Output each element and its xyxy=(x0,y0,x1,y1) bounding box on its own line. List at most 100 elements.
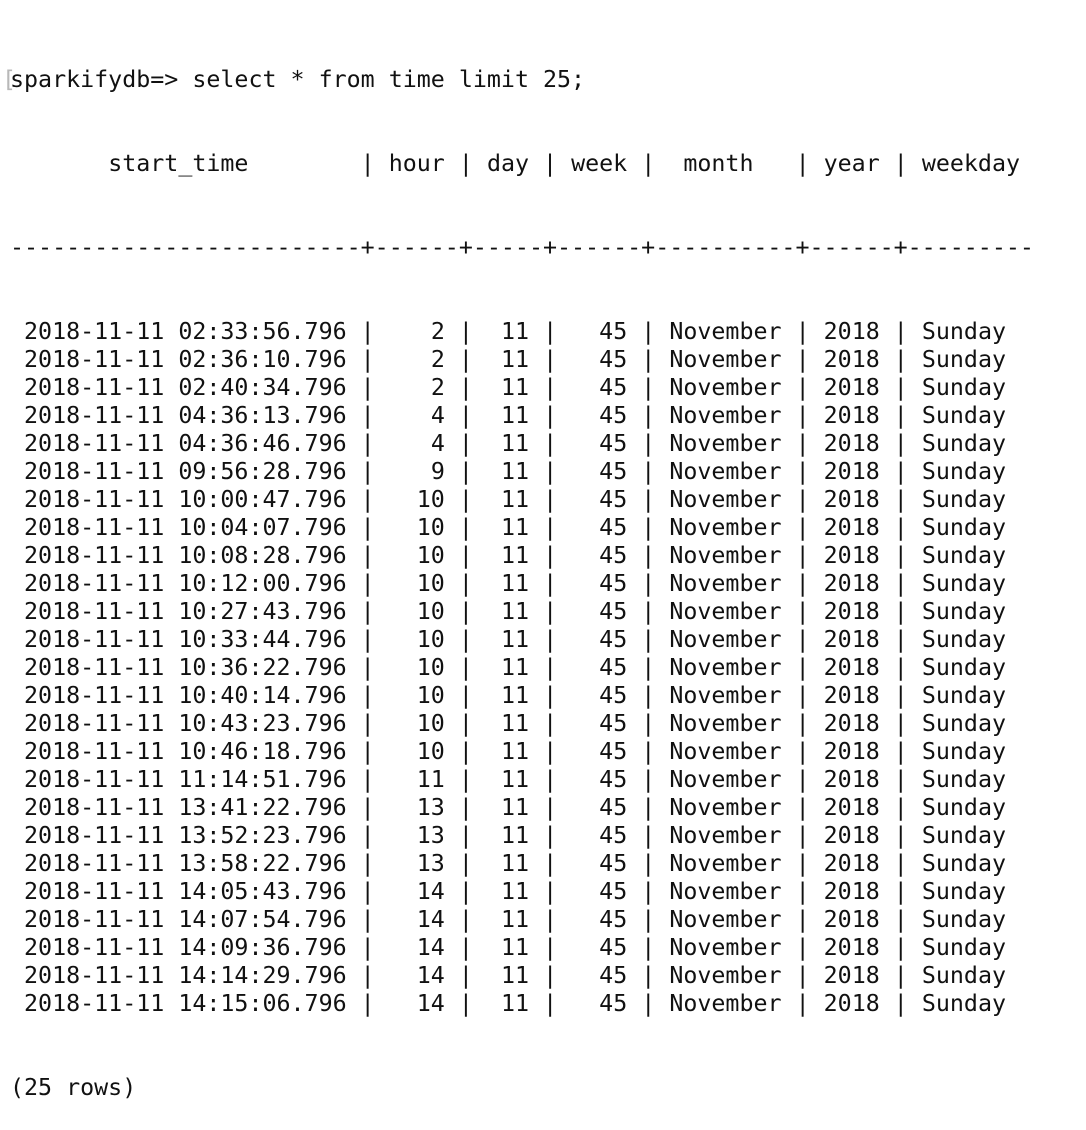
cell-padding xyxy=(375,962,417,989)
cell-year: 2018 xyxy=(823,738,880,765)
column-separator: | xyxy=(641,962,656,989)
cell-padding xyxy=(1006,654,1034,681)
column-separator: | xyxy=(360,710,375,737)
cell-padding xyxy=(557,710,599,737)
cell-padding xyxy=(908,682,922,709)
table-row: 2018-11-11 14:05:43.796 | 14 | 11 | 45 |… xyxy=(10,878,1086,906)
column-separator: | xyxy=(641,402,656,429)
cell-padding xyxy=(557,766,599,793)
cell-padding xyxy=(908,766,922,793)
cell-start-time: 2018-11-11 10:46:18.796 xyxy=(24,738,347,765)
cell-start-time: 2018-11-11 10:33:44.796 xyxy=(24,626,347,653)
column-separator: | xyxy=(543,402,558,429)
cell-padding xyxy=(655,794,669,821)
cell-week: 45 xyxy=(599,738,628,765)
column-separator: | xyxy=(458,402,473,429)
cell-padding xyxy=(908,654,922,681)
cell-padding xyxy=(1006,962,1034,989)
cell-padding xyxy=(375,542,417,569)
cell-month: November xyxy=(669,626,782,653)
cell-padding xyxy=(473,710,501,737)
cell-padding xyxy=(655,402,669,429)
cell-week: 45 xyxy=(599,794,628,821)
column-separator: | xyxy=(458,906,473,933)
cell-day: 11 xyxy=(500,682,530,709)
column-separator: | xyxy=(893,738,908,765)
cell-padding xyxy=(375,430,431,457)
cell-padding xyxy=(375,822,417,849)
cell-padding xyxy=(655,374,669,401)
column-separator: | xyxy=(360,906,375,933)
cell-padding xyxy=(557,486,599,513)
cell-week: 45 xyxy=(599,458,628,485)
cell-padding xyxy=(445,962,459,989)
column-separator: | xyxy=(893,990,908,1017)
column-separator: | xyxy=(795,766,810,793)
cell-padding xyxy=(375,710,417,737)
column-separator: | xyxy=(641,626,656,653)
column-separator: | xyxy=(795,682,810,709)
cell-padding xyxy=(627,150,641,177)
cell-padding xyxy=(473,934,501,961)
psql-prompt: sparkifydb=> xyxy=(10,66,179,93)
column-separator: | xyxy=(543,710,558,737)
cell-padding xyxy=(655,514,669,541)
cell-padding xyxy=(347,990,361,1017)
cell-padding xyxy=(445,934,459,961)
column-separator: | xyxy=(641,766,656,793)
cell-padding xyxy=(627,850,641,877)
table-row: 2018-11-11 10:40:14.796 | 10 | 11 | 45 |… xyxy=(10,682,1086,710)
column-separator: | xyxy=(795,738,810,765)
column-separator: | xyxy=(458,738,473,765)
cell-padding xyxy=(375,990,417,1017)
command-line[interactable]: [sparkifydb=> select * from time limit 2… xyxy=(2,66,1086,94)
cell-padding xyxy=(473,514,501,541)
cell-padding xyxy=(627,710,641,737)
column-separator: | xyxy=(458,822,473,849)
cell-week: 45 xyxy=(599,346,628,373)
table-row: 2018-11-11 13:41:22.796 | 13 | 11 | 45 |… xyxy=(10,794,1086,822)
cell-padding xyxy=(782,850,796,877)
cell-padding xyxy=(10,934,24,961)
cell-padding xyxy=(880,598,894,625)
terminal-window[interactable]: [sparkifydb=> select * from time limit 2… xyxy=(2,10,1086,1130)
column-separator: | xyxy=(795,374,810,401)
cell-year: 2018 xyxy=(823,990,880,1017)
column-separator: | xyxy=(543,990,558,1017)
column-separator: | xyxy=(360,654,375,681)
column-separator: | xyxy=(893,598,908,625)
table-row: 2018-11-11 10:46:18.796 | 10 | 11 | 45 |… xyxy=(10,738,1086,766)
table-row: 2018-11-11 14:09:36.796 | 14 | 11 | 45 |… xyxy=(10,934,1086,962)
column-separator: | xyxy=(458,514,473,541)
cell-padding xyxy=(908,486,922,513)
cell-padding xyxy=(880,794,894,821)
cell-padding xyxy=(1006,626,1034,653)
cell-padding xyxy=(627,962,641,989)
cell-padding xyxy=(375,626,417,653)
cell-padding xyxy=(655,710,669,737)
column-separator: | xyxy=(641,514,656,541)
cell-month: November xyxy=(669,906,782,933)
cell-padding xyxy=(782,486,796,513)
cell-padding xyxy=(375,598,417,625)
cell-padding xyxy=(1020,150,1034,177)
cell-padding xyxy=(473,654,501,681)
cell-padding xyxy=(557,374,599,401)
cell-hour: 10 xyxy=(416,542,445,569)
cell-padding xyxy=(375,514,417,541)
cell-padding xyxy=(473,430,501,457)
cell-week: 45 xyxy=(599,318,628,345)
cell-padding xyxy=(880,906,894,933)
cell-padding xyxy=(347,962,361,989)
cell-day: 11 xyxy=(500,822,530,849)
cell-padding xyxy=(782,318,796,345)
cell-padding xyxy=(347,850,361,877)
column-separator: | xyxy=(458,570,473,597)
column-header-month: month xyxy=(683,150,754,177)
cell-padding xyxy=(1006,934,1034,961)
cell-padding xyxy=(10,542,24,569)
cell-padding xyxy=(529,962,543,989)
cell-padding xyxy=(908,990,922,1017)
cell-padding xyxy=(375,766,417,793)
cell-weekday: Sunday xyxy=(921,458,1006,485)
